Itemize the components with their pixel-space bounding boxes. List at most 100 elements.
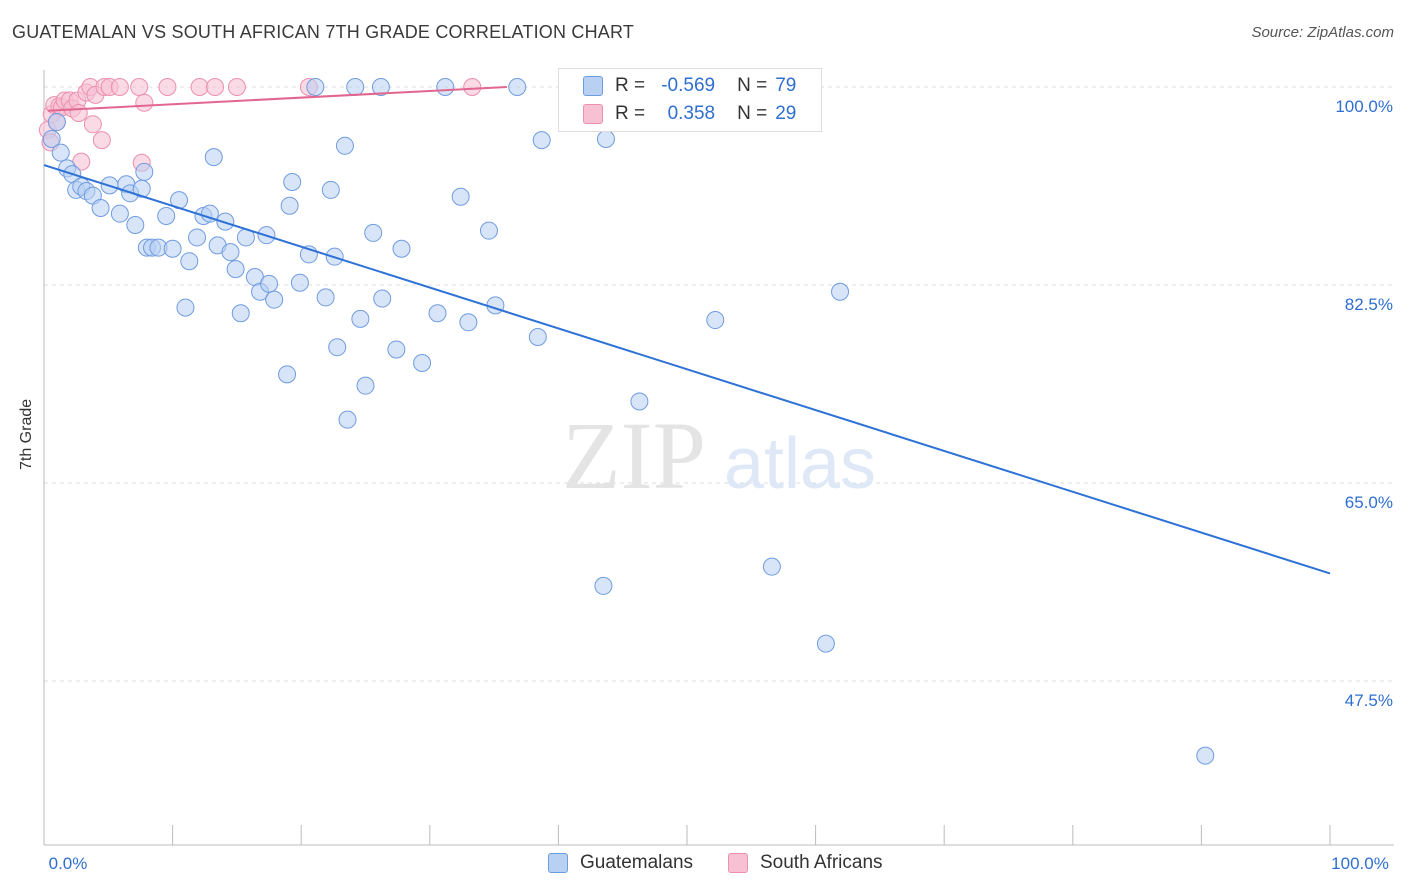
guatemalan-point: [387, 340, 406, 359]
y-tick-label: 47.5%: [1345, 691, 1393, 710]
guatemalan-point: [338, 410, 357, 429]
guatemalan-point: [816, 634, 835, 653]
guatemalans-trend-line: [43, 164, 1331, 575]
legend-swatch-blue: [583, 76, 603, 96]
legend-swatch-blue: [548, 853, 568, 873]
guatemalan-point: [176, 298, 195, 317]
guatemalan-point: [221, 243, 240, 262]
legend-n-label: N =: [737, 75, 768, 96]
guatemalan-point: [226, 260, 245, 279]
guatemalan-point: [280, 196, 299, 215]
trend-lines: [43, 85, 1331, 575]
south-african-point: [110, 77, 129, 96]
watermark-atlas: atlas: [724, 424, 876, 504]
guatemalan-point: [371, 77, 390, 96]
legend-item-guatemalans: Guatemalans: [548, 852, 693, 874]
legend-item-south-africans: South Africans: [728, 852, 883, 874]
guatemalan-point: [479, 221, 498, 240]
south-african-point: [190, 77, 209, 96]
legend-label-guatemalans: Guatemalans: [580, 852, 694, 873]
y-tick-label: 100.0%: [1335, 97, 1393, 116]
south-african-point: [135, 93, 154, 112]
guatemalan-point: [392, 239, 411, 258]
guatemalan-point: [762, 557, 781, 576]
axis-layer: [43, 70, 1394, 846]
guatemalan-point: [278, 365, 297, 384]
guatemalan-point: [436, 77, 455, 96]
guatemalan-point: [335, 136, 354, 155]
legend-row-south-africans: R = 0.358 N = 29: [583, 101, 796, 127]
guatemalan-point: [596, 130, 615, 149]
guatemalan-point: [204, 148, 223, 167]
south-african-point: [83, 115, 102, 134]
guatemalan-point: [163, 239, 182, 258]
guatemalan-point: [126, 216, 145, 234]
guatemalan-point: [459, 313, 478, 332]
guatemalan-point: [42, 130, 61, 149]
x-tick-label: 0.0%: [49, 854, 88, 873]
tick-labels: 47.5% 65.0% 82.5% 100.0% 0.0% 100.0%: [49, 97, 1393, 873]
legend-r-label: R =: [615, 75, 646, 96]
guatemalans-points: [42, 77, 1215, 765]
guatemalan-point: [157, 206, 176, 225]
y-tick-label: 82.5%: [1345, 295, 1393, 314]
guatemalan-point: [260, 274, 279, 293]
legend-n-label: N =: [737, 103, 768, 124]
guatemalan-point: [200, 204, 219, 223]
guatemalan-point: [831, 282, 850, 301]
south-african-point: [206, 77, 225, 96]
legend-r-value: 0.358: [667, 103, 716, 124]
guatemalan-point: [135, 162, 154, 181]
source-label: Source: ZipAtlas.com: [1251, 24, 1394, 41]
x-tick-label: 100.0%: [1331, 854, 1389, 873]
guatemalan-point: [364, 223, 383, 242]
guatemalan-point: [1196, 746, 1215, 765]
legend-swatch-pink: [728, 853, 748, 873]
legend-n-value: 29: [775, 103, 797, 124]
watermark-zip: ZIP: [562, 402, 706, 509]
guatemalan-point: [321, 180, 340, 199]
guatemalan-point: [451, 187, 470, 206]
guatemalan-point: [508, 77, 527, 96]
guatemalan-point: [47, 113, 66, 132]
south-african-point: [69, 103, 88, 122]
legend-label-south-africans: South Africans: [760, 852, 883, 873]
legend-r-value: -0.569: [661, 75, 716, 96]
guatemalan-point: [373, 289, 392, 308]
guatemalan-point: [110, 204, 129, 223]
guatemalan-point: [316, 288, 335, 307]
south-african-point: [227, 77, 246, 96]
y-tick-label: 65.0%: [1345, 493, 1393, 512]
guatemalan-point: [428, 304, 447, 323]
guatemalan-point: [180, 252, 199, 271]
guatemalan-point: [51, 143, 70, 162]
guatemalan-point: [356, 376, 375, 395]
guatemalan-point: [306, 77, 325, 96]
south-african-point: [158, 77, 177, 96]
guatemalan-point: [413, 354, 432, 373]
guatemalan-point: [231, 304, 250, 323]
watermark: ZIP atlas: [562, 402, 876, 509]
guatemalan-point: [528, 328, 547, 347]
guatemalan-point: [188, 228, 207, 247]
guatemalan-point: [346, 77, 365, 96]
guatemalan-point: [283, 173, 302, 192]
guatemalan-point: [290, 273, 309, 292]
y-axis-label: 7th Grade: [18, 398, 35, 470]
legend-r-label: R =: [615, 103, 646, 124]
chart-title: GUATEMALAN VS SOUTH AFRICAN 7TH GRADE CO…: [12, 22, 635, 42]
guatemalan-point: [706, 311, 725, 330]
guatemalan-point: [351, 309, 370, 328]
guatemalan-point: [328, 338, 347, 357]
guatemalan-point: [265, 290, 284, 309]
guatemalan-point: [594, 576, 613, 595]
south-african-point: [92, 131, 111, 150]
guatemalan-point: [532, 131, 551, 150]
guatemalan-point: [91, 199, 110, 218]
guatemalan-point: [630, 392, 649, 411]
south-africans-trend-line: [47, 85, 508, 112]
legend-swatch-pink: [583, 104, 603, 124]
grid-layer: [44, 86, 1394, 682]
legend-n-value: 79: [775, 75, 797, 96]
